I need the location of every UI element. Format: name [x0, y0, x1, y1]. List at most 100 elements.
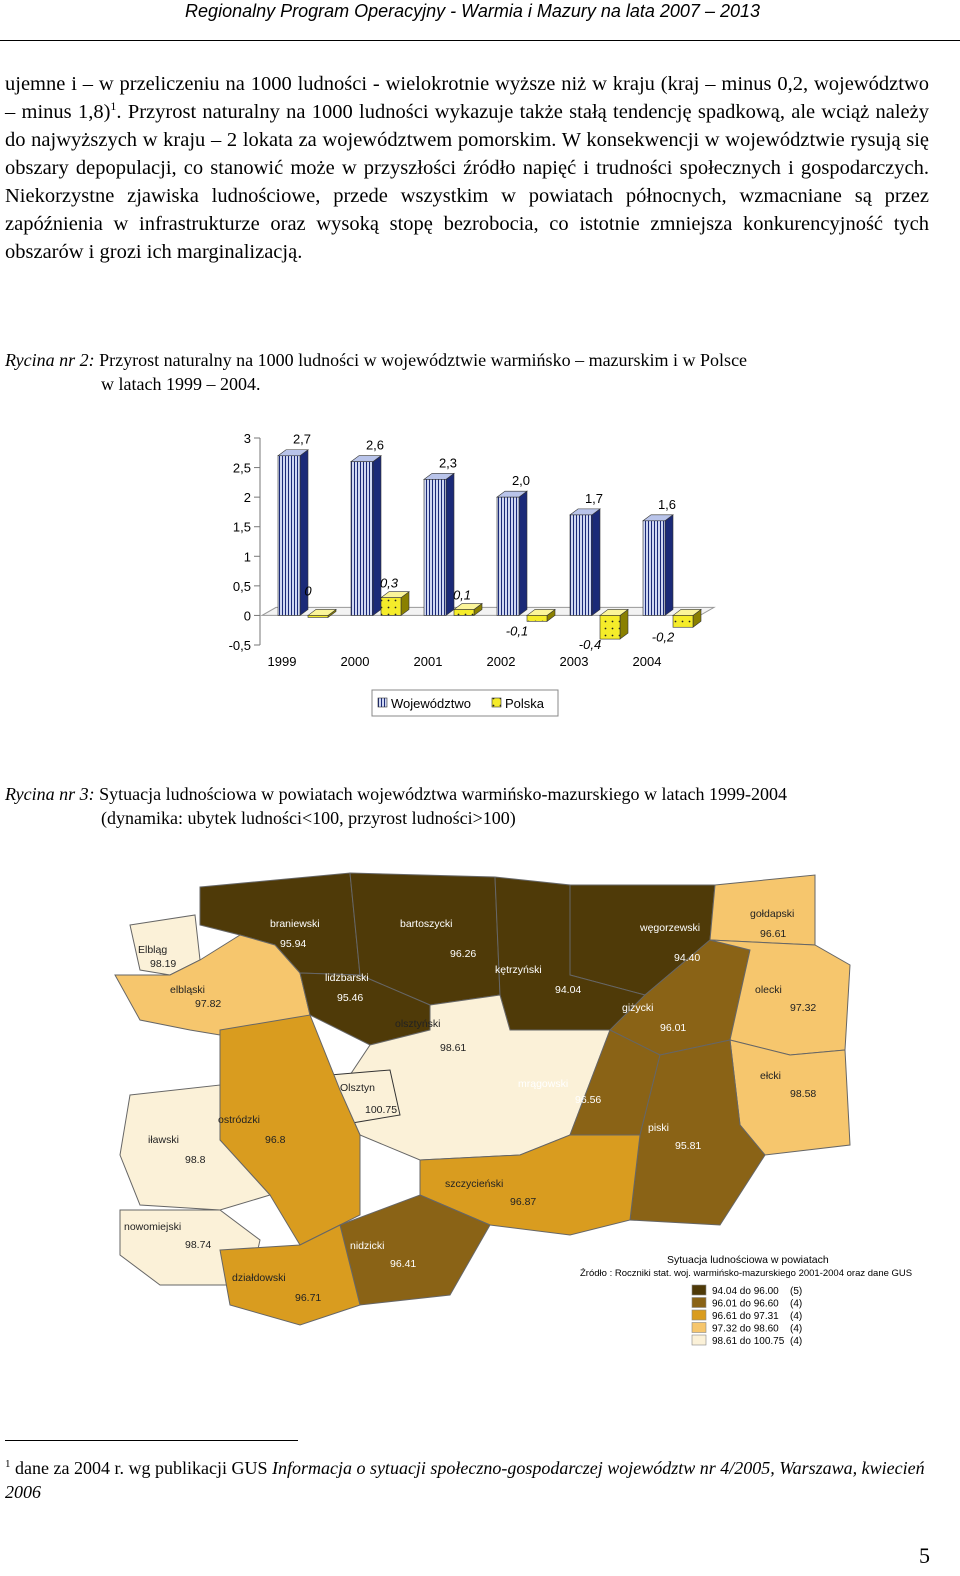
figure3-title-line2: (dynamika: ubytek ludności<100, przyrost…: [101, 808, 516, 828]
data-label-wojewodztwo: 2,7: [293, 432, 311, 447]
region-name-label: lidzbarski: [325, 972, 369, 984]
region-name-label: elbląski: [170, 984, 205, 996]
figure3-title-line1: Sytuacja ludnościowa w powiatach wojewód…: [99, 784, 787, 804]
map-legend-swatch: [691, 1297, 707, 1308]
region-value-label: 95.81: [675, 1140, 701, 1152]
region-name-label: nidzicki: [350, 1240, 384, 1252]
region-value-label: 94.40: [674, 952, 700, 964]
map-legend-swatch: [691, 1309, 707, 1321]
x-tick-label: 2002: [487, 654, 516, 669]
legend-box: [371, 689, 559, 717]
body-text-a: ujemne i – w przeliczeniu na 1000 ludnoś…: [5, 73, 929, 123]
region-name-label: olecki: [755, 984, 782, 996]
footnote-text: dane za 2004 r. wg publikacji GUS: [10, 1458, 272, 1478]
region-value-label: 96.26: [450, 948, 476, 960]
bar-polska: [599, 615, 621, 640]
map-legend-range: 94.04 do 96.00: [712, 1286, 779, 1297]
y-tick-label: 0: [244, 608, 251, 623]
region-name-label: bartoszycki: [400, 918, 453, 930]
data-label-polska: -0,2: [652, 629, 675, 644]
region-name-label: węgorzewski: [639, 922, 700, 934]
bar-wojewodztwo: [496, 496, 520, 616]
x-tick-label: 2001: [414, 654, 443, 669]
bar-wojewodztwo: [642, 520, 666, 616]
region-ostrodzki: [219, 1014, 361, 1246]
birth-rate-chart: 3 2,5 2 1,5 1 0,5 0 -0,5 1999 2,7 0 2000 2,6 0,3 2001…: [210, 422, 730, 722]
bar-wojewodztwo: [569, 514, 593, 616]
region-value-label: 95.94: [280, 938, 306, 950]
y-tick-label: 3: [244, 431, 251, 446]
map-legend-title: Sytuacja ludnościowa w powiatach: [667, 1254, 829, 1266]
bar-side: [664, 514, 674, 617]
data-label-polska: -0,4: [579, 637, 601, 652]
map-legend-range: 97.32 do 98.60: [712, 1324, 779, 1335]
map-legend-range: 98.61 do 100.75: [712, 1336, 785, 1347]
map-labels: braniewski 95.94 bartoszycki 96.26 węgorzews…: [124, 908, 816, 1304]
map-legend-range: 96.61 do 97.31: [712, 1311, 779, 1322]
y-tick-label: -0,5: [229, 638, 251, 653]
data-label-polska: 0,3: [380, 576, 399, 591]
footnote-rule: [5, 1440, 298, 1441]
map-legend-swatch: [691, 1284, 707, 1296]
legend-label-wojewodztwo: Województwo: [391, 696, 471, 711]
region-value-label: 98.74: [185, 1239, 211, 1251]
region-name-label: kętrzyński: [495, 964, 542, 976]
bar-wojewodztwo: [350, 461, 374, 616]
bar-side: [372, 455, 382, 617]
region-name-label: mrągowski: [518, 1078, 568, 1090]
region-name-label: giżycki: [622, 1002, 654, 1014]
body-text-b: . Przyrost naturalny na 1000 ludności wy…: [5, 101, 929, 263]
bar-wojewodztwo: [277, 455, 301, 616]
footnote-number: 1: [5, 1458, 11, 1470]
region-name-label: braniewski: [270, 918, 320, 930]
x-tick-label: 2003: [560, 654, 589, 669]
region-value-label: 98.61: [440, 1042, 466, 1054]
y-tick-label: 2,5: [233, 461, 251, 476]
page-header: Regionalny Program Operacyjny - Warmia i…: [0, 0, 960, 41]
y-tick-label: 1,5: [233, 520, 251, 535]
page-number: 5: [919, 1543, 930, 1568]
bar-side: [591, 508, 601, 617]
region-name-label: Elbląg: [138, 944, 167, 956]
region-name-label: piski: [648, 1122, 669, 1134]
region-name-label: ostródzki: [218, 1114, 260, 1126]
bar-polska: [453, 609, 475, 616]
region-value-label: 96.87: [510, 1196, 536, 1208]
x-tick-label: 2000: [341, 654, 370, 669]
region-name-label: Olsztyn: [340, 1082, 375, 1094]
region-name-label: nowomiejski: [124, 1221, 181, 1233]
chart-svg: 3 2,5 2 1,5 1 0,5 0 -0,5 1999 2,7 0 2000 2,6 0,3 2001…: [229, 431, 716, 717]
footnote-ref: 1: [110, 99, 117, 114]
data-label-wojewodztwo: 2,3: [439, 455, 457, 470]
figure3-label: Rycina nr 3:: [5, 784, 95, 804]
bar-polska: [307, 615, 329, 618]
population-map: braniewski 95.94 bartoszycki 96.26 węgorzews…: [100, 855, 940, 1375]
region-name-label: ełcki: [760, 1070, 781, 1082]
region-value-label: 96.41: [390, 1258, 416, 1270]
legend-label-polska: Polska: [505, 696, 545, 711]
data-label-wojewodztwo: 2,6: [366, 438, 384, 453]
figure2-title-line2: w latach 1999 – 2004.: [101, 374, 261, 394]
y-tick-label: 1: [244, 549, 251, 564]
map-legend-count: (4): [790, 1299, 802, 1310]
region-name-label: działdowski: [232, 1272, 286, 1284]
bar-polska: [526, 615, 548, 622]
figure2-label: Rycina nr 2:: [5, 350, 95, 370]
region-name-label: szczycieński: [445, 1178, 503, 1190]
region-value-label: 94.04: [555, 984, 581, 996]
map-legend: Sytuacja ludnościowa w powiatach Źródło :…: [580, 1254, 912, 1347]
map-legend-count: (4): [790, 1336, 802, 1347]
header-rule: [0, 40, 960, 41]
data-label-wojewodztwo: 1,6: [658, 497, 676, 512]
region-ilawski: [119, 1084, 271, 1211]
map-legend-swatch: [691, 1334, 707, 1346]
figure3-caption: Rycina nr 3: Sytuacja ludnościowa w powi…: [5, 782, 935, 830]
region-value-label: 97.82: [195, 998, 221, 1010]
region-value-label: 100.75: [365, 1104, 397, 1116]
bar-wojewodztwo: [423, 479, 447, 616]
data-label-polska: 0,1: [453, 588, 471, 603]
region-name-label: olsztyński: [395, 1018, 441, 1030]
chart-bars: [277, 449, 702, 640]
footnote: 1 dane za 2004 r. wg publikacji GUS Info…: [5, 1452, 935, 1504]
region-value-label: 98.58: [790, 1088, 816, 1100]
